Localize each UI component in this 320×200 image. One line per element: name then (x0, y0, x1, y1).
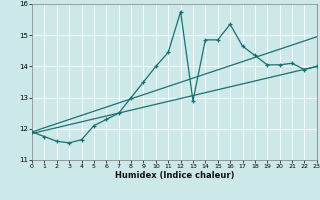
X-axis label: Humidex (Indice chaleur): Humidex (Indice chaleur) (115, 171, 234, 180)
